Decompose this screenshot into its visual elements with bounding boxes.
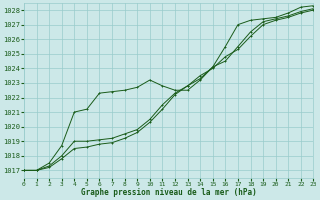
X-axis label: Graphe pression niveau de la mer (hPa): Graphe pression niveau de la mer (hPa) xyxy=(81,188,257,197)
